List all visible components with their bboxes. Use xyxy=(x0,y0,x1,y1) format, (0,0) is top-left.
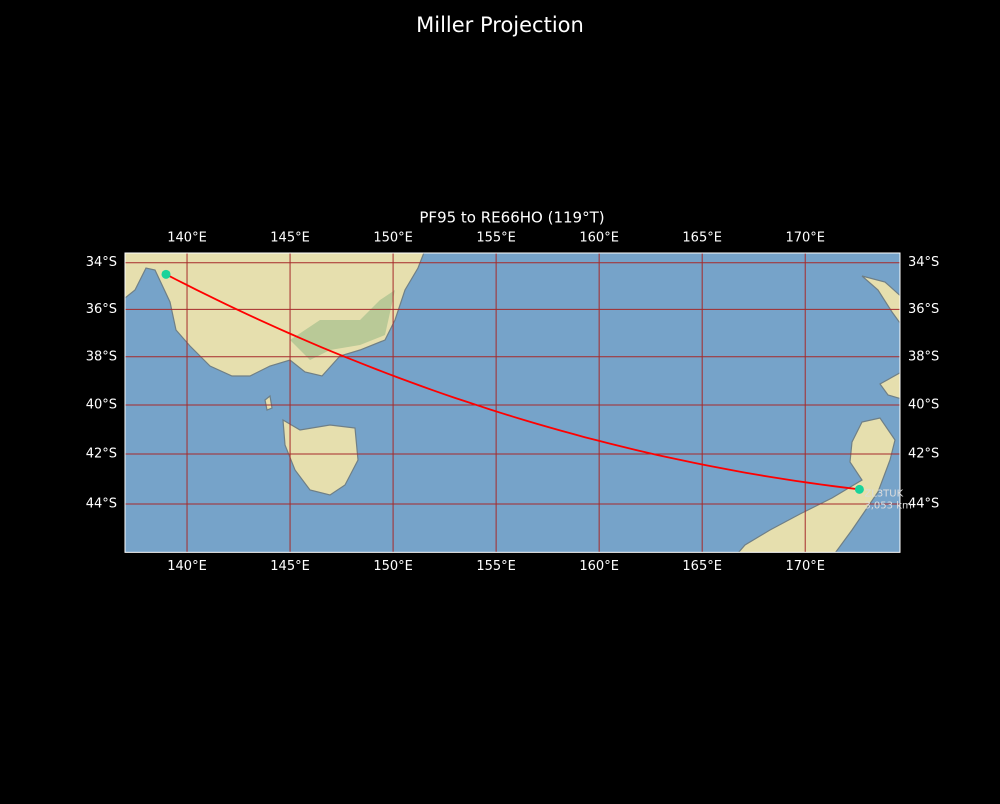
station-marker xyxy=(854,484,864,494)
x-tick-label-bottom: 145°E xyxy=(270,559,310,574)
x-tick-label-bottom: 165°E xyxy=(682,559,722,574)
y-tick-label-left: 34°S xyxy=(86,255,117,270)
y-tick-label-right: 38°S xyxy=(908,349,939,364)
y-tick-label-right: 42°S xyxy=(908,447,939,462)
x-tick-label-top: 150°E xyxy=(373,231,413,246)
x-tick-label-top: 145°E xyxy=(270,231,310,246)
new-zealand-north xyxy=(861,275,900,325)
map-frame xyxy=(124,252,901,553)
x-tick-label-top: 160°E xyxy=(579,231,619,246)
y-tick-label-right: 34°S xyxy=(908,255,939,270)
y-tick-label-left: 36°S xyxy=(86,302,117,317)
y-tick-label-right: 36°S xyxy=(908,302,939,317)
australia-highland xyxy=(290,290,395,360)
route-layer xyxy=(161,269,864,494)
kangaroo-island xyxy=(264,394,273,411)
x-tick-label-bottom: 140°E xyxy=(167,559,207,574)
x-tick-label-top: 170°E xyxy=(785,231,825,246)
station-label: ZL3TUK xyxy=(864,488,903,499)
figure-title: Miller Projection xyxy=(416,13,584,37)
graticule xyxy=(125,253,900,553)
distance-label: 3,053 km xyxy=(864,500,911,511)
tasmania xyxy=(282,418,359,496)
map-body xyxy=(125,253,900,553)
station-marker xyxy=(161,269,171,279)
route-line xyxy=(165,273,860,491)
y-tick-label-right: 44°S xyxy=(908,496,939,511)
new-zealand-north-2 xyxy=(879,372,900,400)
map-subtitle: PF95 to RE66HO (119°T) xyxy=(419,209,604,227)
x-tick-label-top: 165°E xyxy=(682,231,722,246)
y-tick-label-left: 44°S xyxy=(86,496,117,511)
y-tick-label-left: 42°S xyxy=(86,447,117,462)
x-tick-label-top: 155°E xyxy=(476,231,516,246)
new-zealand-south xyxy=(737,417,896,553)
y-tick-label-left: 40°S xyxy=(86,397,117,412)
y-tick-label-left: 38°S xyxy=(86,349,117,364)
x-tick-label-bottom: 170°E xyxy=(785,559,825,574)
y-tick-label-right: 40°S xyxy=(908,397,939,412)
x-tick-label-bottom: 150°E xyxy=(373,559,413,574)
x-tick-label-top: 140°E xyxy=(167,231,207,246)
x-tick-label-bottom: 160°E xyxy=(579,559,619,574)
x-tick-label-bottom: 155°E xyxy=(476,559,516,574)
